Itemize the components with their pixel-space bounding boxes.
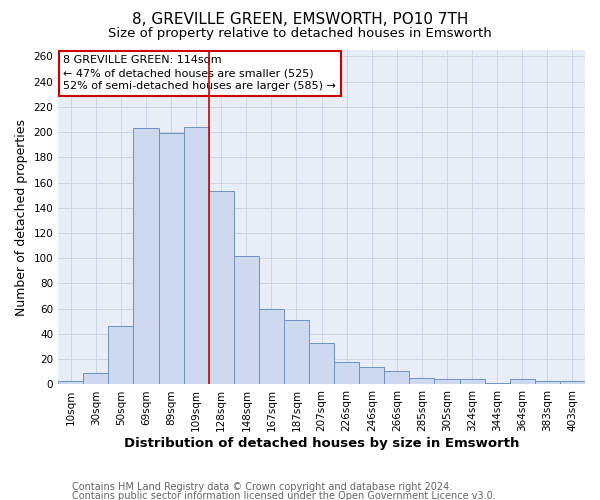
X-axis label: Distribution of detached houses by size in Emsworth: Distribution of detached houses by size … — [124, 437, 519, 450]
Bar — [184, 127, 209, 384]
Bar — [309, 343, 334, 384]
Bar — [535, 380, 560, 384]
Y-axis label: Number of detached properties: Number of detached properties — [15, 118, 28, 316]
Bar — [359, 367, 385, 384]
Bar — [259, 308, 284, 384]
Bar — [510, 380, 535, 384]
Text: 8, GREVILLE GREEN, EMSWORTH, PO10 7TH: 8, GREVILLE GREEN, EMSWORTH, PO10 7TH — [132, 12, 468, 28]
Bar — [109, 326, 133, 384]
Text: 8 GREVILLE GREEN: 114sqm
← 47% of detached houses are smaller (525)
52% of semi-: 8 GREVILLE GREEN: 114sqm ← 47% of detach… — [64, 55, 337, 92]
Text: Contains public sector information licensed under the Open Government Licence v3: Contains public sector information licen… — [72, 491, 496, 500]
Bar — [133, 128, 158, 384]
Bar — [334, 362, 359, 384]
Bar — [209, 192, 234, 384]
Bar — [58, 380, 83, 384]
Bar — [409, 378, 434, 384]
Bar — [158, 134, 184, 384]
Text: Contains HM Land Registry data © Crown copyright and database right 2024.: Contains HM Land Registry data © Crown c… — [72, 482, 452, 492]
Bar — [284, 320, 309, 384]
Bar — [83, 373, 109, 384]
Text: Size of property relative to detached houses in Emsworth: Size of property relative to detached ho… — [108, 28, 492, 40]
Bar — [460, 380, 485, 384]
Bar — [234, 256, 259, 384]
Bar — [385, 370, 409, 384]
Bar — [560, 380, 585, 384]
Bar — [434, 380, 460, 384]
Bar — [485, 383, 510, 384]
